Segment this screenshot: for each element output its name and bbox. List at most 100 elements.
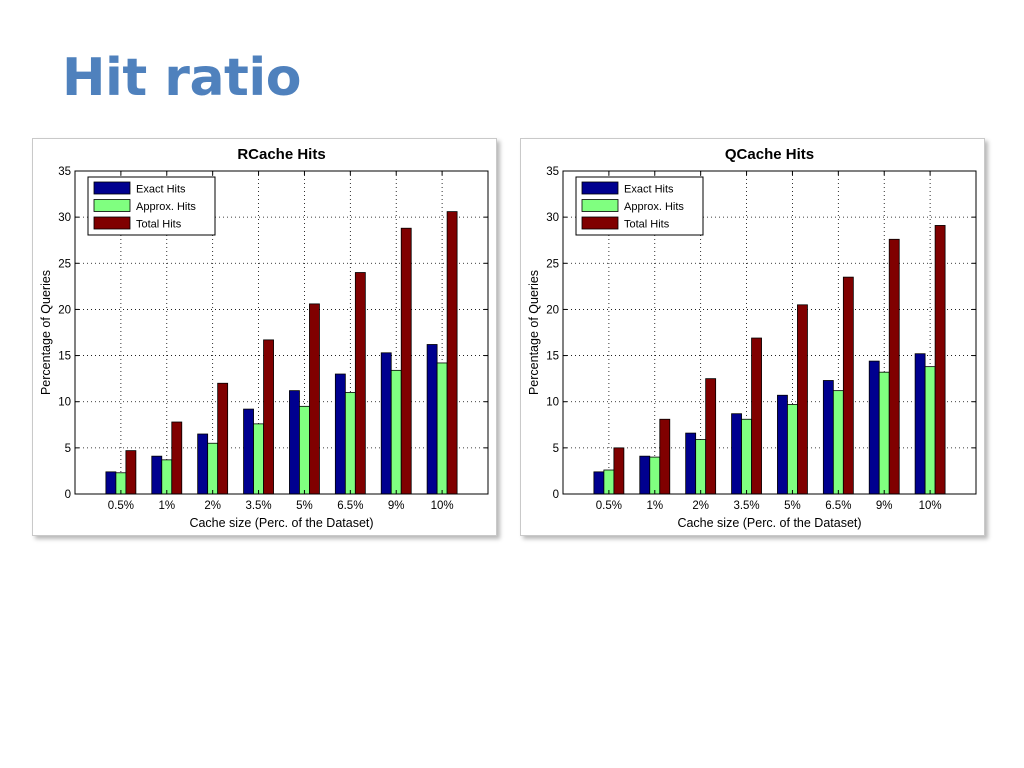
bar-approx-hits-5 — [299, 405, 310, 495]
bar-exact-hits-2 — [685, 432, 697, 495]
bar-total-hits-9 — [400, 227, 412, 495]
x-axis-label: Cache size (Perc. of the Dataset) — [677, 516, 861, 530]
x-tick-label: 6.5% — [337, 500, 363, 512]
x-tick-label: 5% — [784, 500, 801, 512]
x-tick-label: 0.5% — [108, 500, 134, 512]
bar-exact-hits-1 — [151, 455, 163, 495]
axes-box — [562, 170, 977, 495]
bar-total-hits-1 — [659, 418, 671, 495]
y-tick-label: 15 — [58, 351, 71, 363]
chart-title: QCache Hits — [725, 146, 814, 163]
qcache-hits-chart: 0 5 10 15 20 25 30 35 0.5% 1% 2% 3.5% 5% 6.5% 9% 10% QCa… — [527, 146, 977, 530]
rcache-chart-panel: 0 5 10 15 20 25 30 35 0.5% 1% 2% 3.5% 5% 6.5% 9% 10% RCa… — [32, 138, 497, 536]
legend-swatch-approx-hits — [581, 199, 619, 212]
y-tick-label: 20 — [546, 304, 559, 316]
y-tick-label: 30 — [546, 212, 559, 224]
legend: Exact Hits Approx. Hits Total Hits — [575, 176, 704, 236]
qcache-chart-panel: 0 5 10 15 20 25 30 35 0.5% 1% 2% 3.5% 5% 6.5% 9% 10% QCa… — [520, 138, 985, 536]
bar-total-hits-3-5 — [263, 339, 274, 495]
legend-swatch-total-hits — [93, 216, 131, 230]
bar-approx-hits-3-5 — [253, 423, 264, 495]
bar-approx-hits-9 — [878, 371, 890, 495]
bar-approx-hits-6-5 — [832, 390, 844, 495]
bar-exact-hits-0-5 — [593, 471, 605, 495]
y-tick-label: 30 — [58, 212, 71, 224]
bar-exact-hits-6-5 — [822, 380, 834, 495]
bar-total-hits-2 — [705, 378, 717, 495]
y-tick-label: 25 — [546, 258, 559, 270]
legend-swatch-total-hits — [581, 216, 619, 230]
x-tick-label: 3.5% — [733, 500, 759, 512]
legend-label-approx-hits: Approx. Hits — [624, 201, 684, 213]
bar-approx-hits-9 — [390, 369, 402, 495]
x-tick-label: 2% — [204, 500, 221, 512]
bar-approx-hits-6-5 — [344, 392, 356, 495]
axes-box — [74, 170, 489, 495]
bar-approx-hits-1 — [161, 459, 173, 495]
bar-approx-hits-10 — [924, 366, 936, 495]
bar-exact-hits-5 — [777, 394, 788, 495]
bar-approx-hits-1 — [649, 456, 661, 495]
y-tick-label: 10 — [58, 397, 71, 409]
legend-label-exact-hits: Exact Hits — [624, 184, 674, 196]
bar-exact-hits-5 — [289, 390, 300, 495]
chart-title: RCache Hits — [237, 146, 325, 163]
x-tick-label: 10% — [431, 500, 454, 512]
bar-total-hits-1 — [171, 421, 183, 495]
y-tick-label: 35 — [58, 166, 71, 178]
bar-total-hits-5 — [797, 304, 808, 495]
x-axis-label: Cache size (Perc. of the Dataset) — [189, 516, 373, 530]
y-tick-label: 15 — [546, 351, 559, 363]
bar-exact-hits-3-5 — [731, 413, 742, 495]
bar-exact-hits-6-5 — [334, 373, 346, 495]
y-axis-label: Percentage of Queries — [39, 270, 53, 395]
bar-approx-hits-10 — [436, 362, 448, 495]
bar-total-hits-3-5 — [751, 337, 762, 495]
bar-total-hits-9 — [888, 238, 900, 495]
bar-exact-hits-9 — [380, 352, 392, 495]
y-tick-label: 35 — [546, 166, 559, 178]
bar-total-hits-2 — [217, 382, 229, 495]
slide-title: Hit ratio — [62, 48, 301, 108]
bar-exact-hits-0-5 — [105, 471, 117, 495]
x-tick-label: 10% — [919, 500, 942, 512]
bar-exact-hits-2 — [197, 433, 209, 495]
legend-swatch-exact-hits — [581, 181, 619, 195]
legend-label-exact-hits: Exact Hits — [136, 184, 186, 196]
bar-exact-hits-3-5 — [243, 408, 254, 495]
x-tick-label: 6.5% — [825, 500, 851, 512]
bar-total-hits-0-5 — [613, 447, 625, 495]
x-tick-label: 5% — [296, 500, 313, 512]
legend: Exact Hits Approx. Hits Total Hits — [87, 176, 216, 236]
legend-swatch-approx-hits — [93, 199, 131, 212]
legend-label-total-hits: Total Hits — [624, 219, 670, 231]
x-tick-label: 0.5% — [596, 500, 622, 512]
y-tick-label: 0 — [65, 489, 71, 501]
bar-total-hits-10 — [446, 211, 458, 495]
bar-total-hits-6-5 — [842, 276, 854, 495]
rcache-hits-chart: 0 5 10 15 20 25 30 35 0.5% 1% 2% 3.5% 5% 6.5% 9% 10% RCa… — [39, 146, 489, 530]
y-tick-label: 0 — [553, 489, 559, 501]
bar-approx-hits-3-5 — [741, 418, 752, 495]
y-tick-label: 5 — [65, 443, 71, 455]
y-axis-label: Percentage of Queries — [527, 270, 541, 395]
bar-approx-hits-5 — [787, 404, 798, 495]
x-tick-label: 9% — [876, 500, 893, 512]
y-tick-label: 10 — [546, 397, 559, 409]
y-tick-label: 20 — [58, 304, 71, 316]
bar-exact-hits-10 — [426, 344, 438, 495]
y-tick-label: 25 — [58, 258, 71, 270]
bar-exact-hits-9 — [868, 360, 880, 495]
legend-swatch-exact-hits — [93, 181, 131, 195]
x-tick-label: 3.5% — [245, 500, 271, 512]
bar-exact-hits-1 — [639, 455, 651, 495]
bar-total-hits-6-5 — [354, 272, 366, 495]
x-tick-label: 9% — [388, 500, 405, 512]
x-tick-label: 1% — [158, 500, 175, 512]
x-tick-label: 2% — [692, 500, 709, 512]
bar-total-hits-0-5 — [125, 450, 137, 495]
x-tick-label: 1% — [646, 500, 663, 512]
legend-label-approx-hits: Approx. Hits — [136, 201, 196, 213]
bar-approx-hits-2 — [207, 442, 219, 495]
bar-exact-hits-10 — [914, 353, 926, 495]
